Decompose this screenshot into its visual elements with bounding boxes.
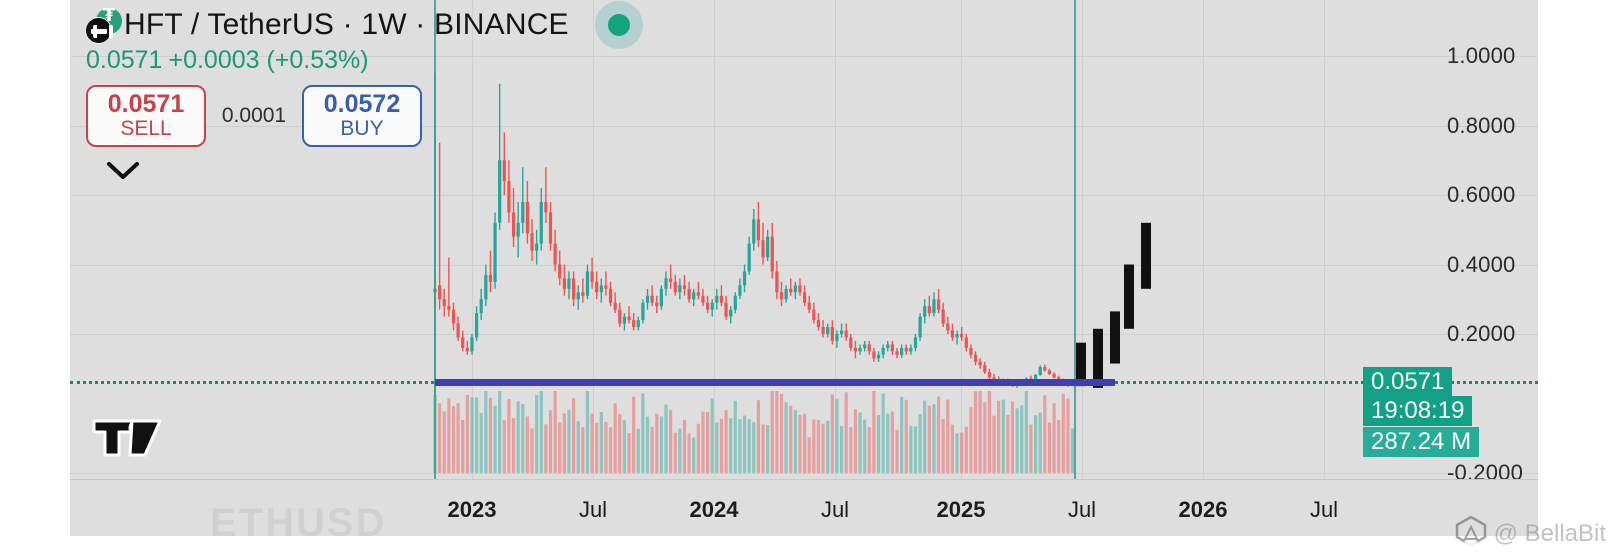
price-axis-tick: 0.6000 xyxy=(1447,182,1516,207)
price-axis-tick: 0.8000 xyxy=(1447,112,1516,138)
buy-label: BUY xyxy=(340,117,384,141)
price-axis-tick: -0.2000 xyxy=(1447,460,1524,485)
gridline-vertical xyxy=(1203,0,1204,479)
gridline-horizontal xyxy=(70,125,1538,127)
chevron-down-icon[interactable] xyxy=(106,161,140,181)
sell-price: 0.0571 xyxy=(107,90,185,119)
price-axis[interactable]: 1.0000 0.8000 0.6000 0.4000 0.2000 -0.2000 xyxy=(1355,0,1538,536)
session-marker-line xyxy=(1074,0,1076,479)
price-axis-tick: 0.2000 xyxy=(1447,321,1516,346)
gridline-vertical xyxy=(1082,0,1083,479)
legend-title-row: HFT / TetherUS · 1W · BINANCE xyxy=(82,1,782,49)
time-axis-tick: 2024 xyxy=(689,497,739,522)
current-price-badge: 0.0571 xyxy=(1363,367,1453,397)
bellabit-hex-icon xyxy=(1455,515,1486,551)
gridline-horizontal xyxy=(70,334,1538,335)
bellabit-watermark-text: @ BellaBit xyxy=(1493,520,1606,547)
gridline-vertical xyxy=(472,0,473,479)
gridline-vertical xyxy=(835,0,836,479)
background-symbol-watermark: ETHUSD xyxy=(210,501,387,536)
legend-last-price: 0.0571 xyxy=(86,46,163,74)
symbol-title[interactable]: HFT / TetherUS · 1W · BINANCE xyxy=(124,8,569,41)
chart-legend: HFT / TetherUS · 1W · BINANCE 0.0571+0.0… xyxy=(82,1,782,186)
trade-panel: 0.0571 SELL 0.0001 0.0572 BUY xyxy=(86,85,782,147)
session-marker-line xyxy=(434,0,436,479)
gridline-horizontal xyxy=(70,473,1538,474)
time-axis-tick: 2025 xyxy=(936,497,986,522)
buy-button[interactable]: 0.0572 BUY xyxy=(302,85,422,147)
support-level-line[interactable] xyxy=(435,379,1115,386)
gridline-vertical xyxy=(1324,0,1325,479)
time-axis-tick: Jul xyxy=(1067,497,1097,522)
price-change-row: 0.0571 +0.0003 (+0.53%) xyxy=(86,46,782,75)
sell-button[interactable]: 0.0571 SELL xyxy=(86,85,206,147)
volume-badge: 287.24 M xyxy=(1363,427,1480,457)
gridline-vertical xyxy=(961,0,962,479)
buy-price: 0.0572 xyxy=(323,90,401,119)
time-axis-tick: 2026 xyxy=(1178,497,1228,522)
bar-countdown-badge: 19:08:19 xyxy=(1363,396,1473,426)
legend-change: +0.0003 (+0.53%) xyxy=(168,46,369,74)
time-axis-tick: Jul xyxy=(820,497,850,522)
time-axis[interactable]: 2023 Jul 2024 Jul 2025 Jul 2026 Jul xyxy=(70,479,1538,536)
time-axis-tick: 2023 xyxy=(447,497,497,522)
sell-label: SELL xyxy=(120,117,172,141)
time-axis-tick: Jul xyxy=(578,497,608,522)
chart-canvas[interactable]: 1.0000 0.8000 0.6000 0.4000 0.2000 -0.2000 20… xyxy=(70,0,1538,536)
tether-hft-icon xyxy=(82,5,124,44)
gridline-vertical xyxy=(714,0,715,479)
gridline-horizontal xyxy=(70,56,1538,57)
tradingview-logo[interactable] xyxy=(92,417,164,459)
gridline-vertical xyxy=(593,0,594,479)
bellabit-watermark: @ BellaBit xyxy=(1454,515,1606,553)
market-open-dot[interactable] xyxy=(594,1,643,49)
price-axis-tick: 0.4000 xyxy=(1447,251,1516,277)
price-axis-tick: 1.0000 xyxy=(1447,43,1516,68)
gridline-horizontal xyxy=(70,195,1538,196)
spread-value: 0.0001 xyxy=(221,104,287,127)
time-axis-tick: Jul xyxy=(1309,497,1339,522)
gridline-horizontal xyxy=(70,264,1538,266)
